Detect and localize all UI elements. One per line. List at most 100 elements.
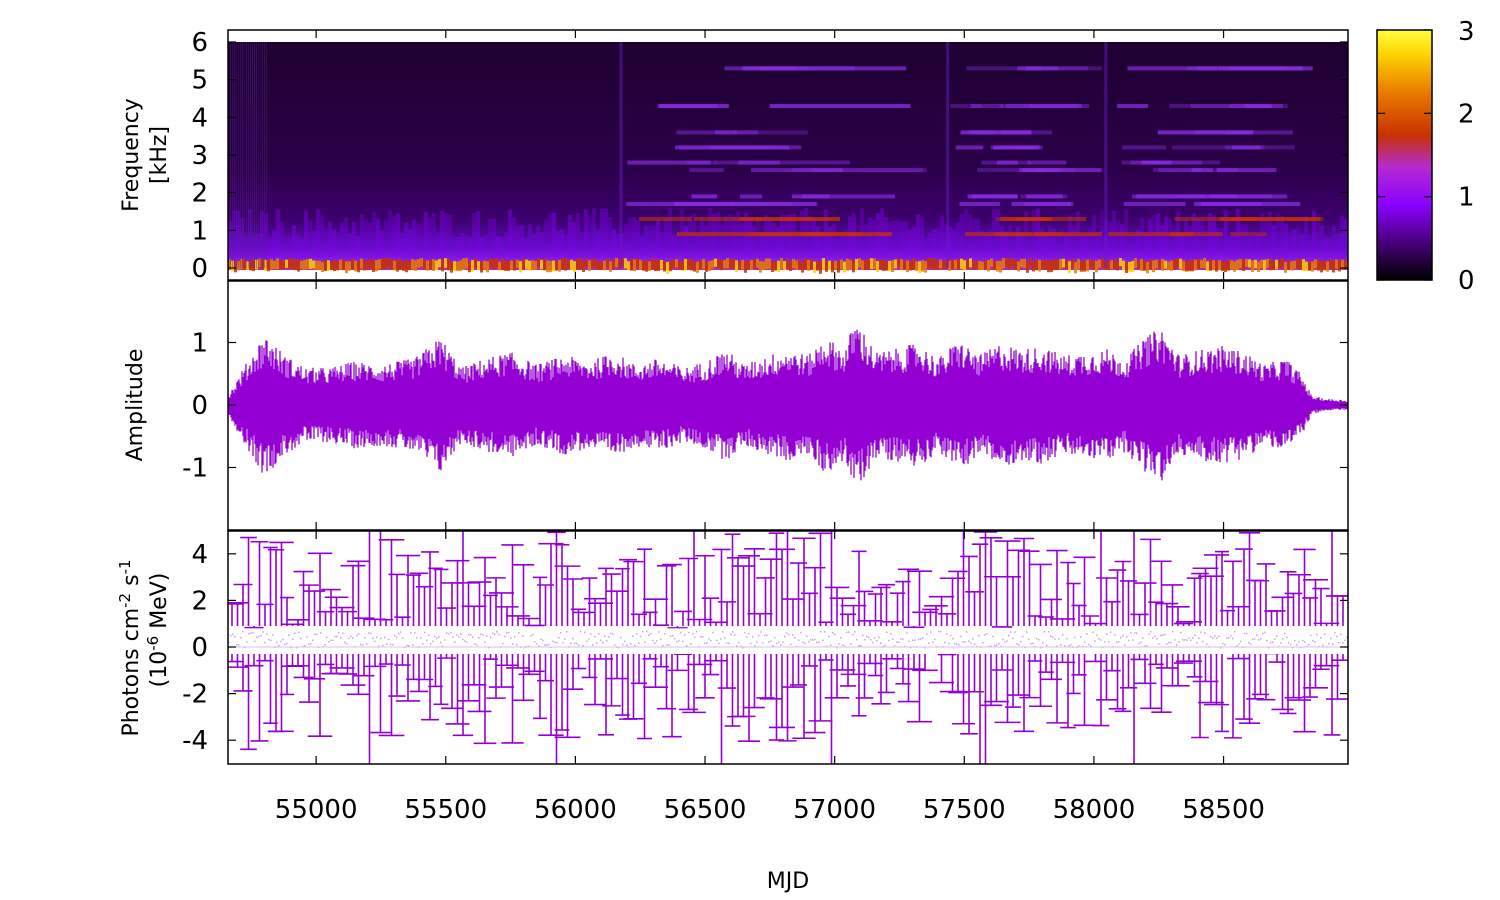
- spectrogram-hot-cell: [372, 260, 375, 273]
- flux-point: [1280, 642, 1282, 644]
- spectrogram-hot-cell: [1155, 259, 1158, 269]
- spectrogram-low-cell: [632, 217, 636, 258]
- spectrogram-hot-cell: [1014, 260, 1017, 271]
- spectrogram-low-cell: [1072, 227, 1076, 258]
- flux-point: [1062, 634, 1064, 636]
- spectrogram-hot-cell: [486, 261, 489, 273]
- flux-point: [452, 636, 454, 638]
- flux-point: [1180, 631, 1182, 634]
- spectrogram-low-cell: [776, 227, 780, 258]
- spectrogram-hot-cell: [444, 258, 447, 268]
- flux-point: [960, 635, 962, 638]
- spectrogram-hot-cell: [603, 260, 606, 271]
- spectrogram-band: [738, 160, 780, 165]
- spectrogram-hot-cell: [258, 258, 261, 268]
- spectrogram-band: [1219, 217, 1321, 222]
- flux-point: [1018, 643, 1020, 646]
- flux-point: [548, 643, 550, 646]
- spectrogram-hot-cell: [1173, 259, 1176, 270]
- spectrogram-low-cell: [404, 222, 408, 258]
- spectrogram-hot-cell: [1230, 260, 1233, 270]
- flux-point: [312, 639, 314, 641]
- spectrogram-hot-cell: [261, 259, 264, 270]
- spectrogram-hot-cell: [1005, 258, 1008, 267]
- spectrogram-low-cell: [324, 228, 328, 258]
- spectrogram-hot-cell: [741, 259, 744, 270]
- spectrogram-hot-cell: [939, 259, 942, 269]
- spectrogram-low-cell: [700, 217, 704, 258]
- flux-point: [908, 640, 910, 643]
- flux-point: [900, 638, 902, 640]
- flux-point: [1270, 641, 1272, 644]
- flux-point: [702, 636, 704, 638]
- spectrogram-hot-cell: [366, 260, 369, 271]
- spectrogram-hot-cell: [498, 261, 501, 271]
- flux-point: [636, 633, 638, 635]
- flux-point: [956, 643, 958, 645]
- flux-point: [1190, 639, 1192, 641]
- flux-point: [646, 630, 648, 633]
- spectrogram-low-cell: [1148, 218, 1152, 258]
- spectrogram-low-cell: [944, 223, 948, 258]
- flux-point: [624, 640, 626, 643]
- spectrogram-low-cell: [1084, 234, 1088, 258]
- spectrogram-hot-cell: [645, 260, 648, 272]
- flux-point: [1052, 636, 1054, 638]
- spectrogram-low-cell: [1056, 233, 1060, 258]
- spectrogram-hot-cell: [312, 260, 315, 269]
- spectrogram-low-cell: [412, 219, 416, 258]
- spectrogram-low-cell: [432, 213, 436, 258]
- flux-point: [1238, 643, 1240, 645]
- flux-point: [278, 644, 280, 647]
- spectrogram-hot-cell: [1251, 260, 1254, 272]
- flux-point: [668, 644, 670, 646]
- spectrogram-low-cell: [348, 233, 352, 258]
- spectrogram-hot-cell: [681, 261, 684, 271]
- spectrogram-low-cell: [1080, 233, 1084, 258]
- spectrogram-low-cell: [668, 208, 672, 258]
- flux-point: [1290, 643, 1292, 646]
- flux-point: [1198, 637, 1200, 640]
- flux-point: [910, 646, 912, 649]
- spectrogram-low-cell: [320, 215, 324, 258]
- flux-point: [1134, 632, 1136, 634]
- flux-point: [1282, 638, 1284, 640]
- spectrogram-band: [739, 194, 763, 199]
- flux-point: [848, 631, 850, 633]
- flux-point: [612, 633, 614, 635]
- flux-point: [666, 644, 668, 646]
- spectrogram-low-cell: [840, 235, 844, 258]
- spectrogram-hot-cell: [1140, 259, 1143, 271]
- spectrogram-hot-cell: [474, 258, 477, 268]
- flux-point: [1176, 644, 1178, 646]
- spectrogram-hot-cell: [1047, 260, 1050, 273]
- flux-point: [270, 639, 272, 642]
- spectrogram-band: [960, 130, 1032, 135]
- flux-point: [296, 646, 298, 649]
- spectrogram-low-cell: [488, 218, 492, 258]
- flux-point: [1150, 630, 1152, 633]
- flux-point: [964, 640, 966, 643]
- spectrogram-low-cell: [1304, 216, 1308, 258]
- spectrogram-hot-cell: [954, 259, 957, 270]
- flux-point: [836, 646, 838, 649]
- spectrogram-band: [959, 201, 1000, 206]
- flux-point: [1174, 639, 1176, 641]
- spectrogram-hot-cell: [936, 261, 939, 270]
- spectrogram-hot-cell: [1245, 258, 1248, 267]
- flux-point: [560, 632, 562, 634]
- flux-point: [778, 641, 780, 643]
- flux-point: [850, 643, 852, 645]
- spectrogram-band: [801, 194, 895, 199]
- spectrogram-hot-cell: [990, 258, 993, 267]
- flux-point: [1308, 643, 1310, 646]
- spectrogram-hot-cell: [336, 261, 339, 271]
- flux-point: [458, 636, 460, 638]
- spectrogram-hot-cell: [426, 260, 429, 271]
- flux-point: [708, 638, 710, 640]
- spectrogram-low-cell: [1232, 232, 1236, 258]
- flux-point: [614, 644, 616, 646]
- spectrogram-low-cell: [1160, 225, 1164, 258]
- spectrogram-low-cell: [948, 226, 952, 258]
- flux-point: [716, 639, 718, 642]
